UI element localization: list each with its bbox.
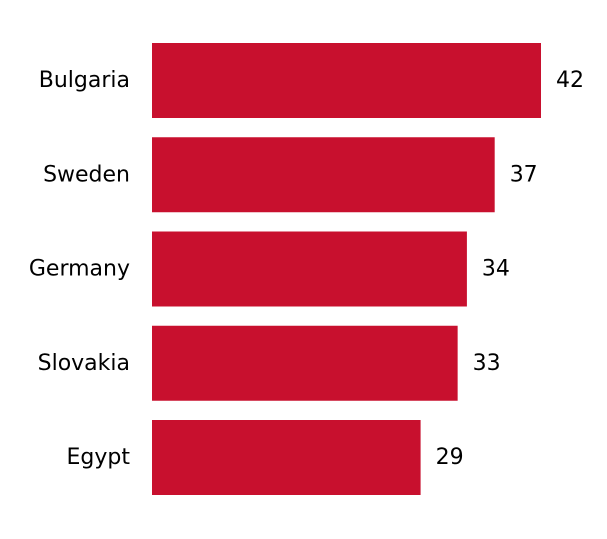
value-label-bulgaria: 42 bbox=[556, 68, 584, 93]
bar-egypt bbox=[152, 420, 421, 495]
value-label-sweden: 37 bbox=[510, 162, 538, 187]
category-label-slovakia: Slovakia bbox=[38, 351, 130, 376]
bar-sweden bbox=[152, 137, 495, 213]
category-label-sweden: Sweden bbox=[43, 162, 130, 187]
bar-germany bbox=[152, 231, 467, 307]
value-label-germany: 34 bbox=[482, 257, 510, 282]
bar-slovakia bbox=[152, 325, 458, 401]
category-label-germany: Germany bbox=[29, 257, 130, 282]
category-label-egypt: Egypt bbox=[67, 445, 131, 470]
bar-bulgaria bbox=[152, 43, 541, 118]
value-label-egypt: 29 bbox=[436, 445, 464, 470]
value-label-slovakia: 33 bbox=[473, 351, 501, 376]
category-label-bulgaria: Bulgaria bbox=[39, 68, 130, 93]
